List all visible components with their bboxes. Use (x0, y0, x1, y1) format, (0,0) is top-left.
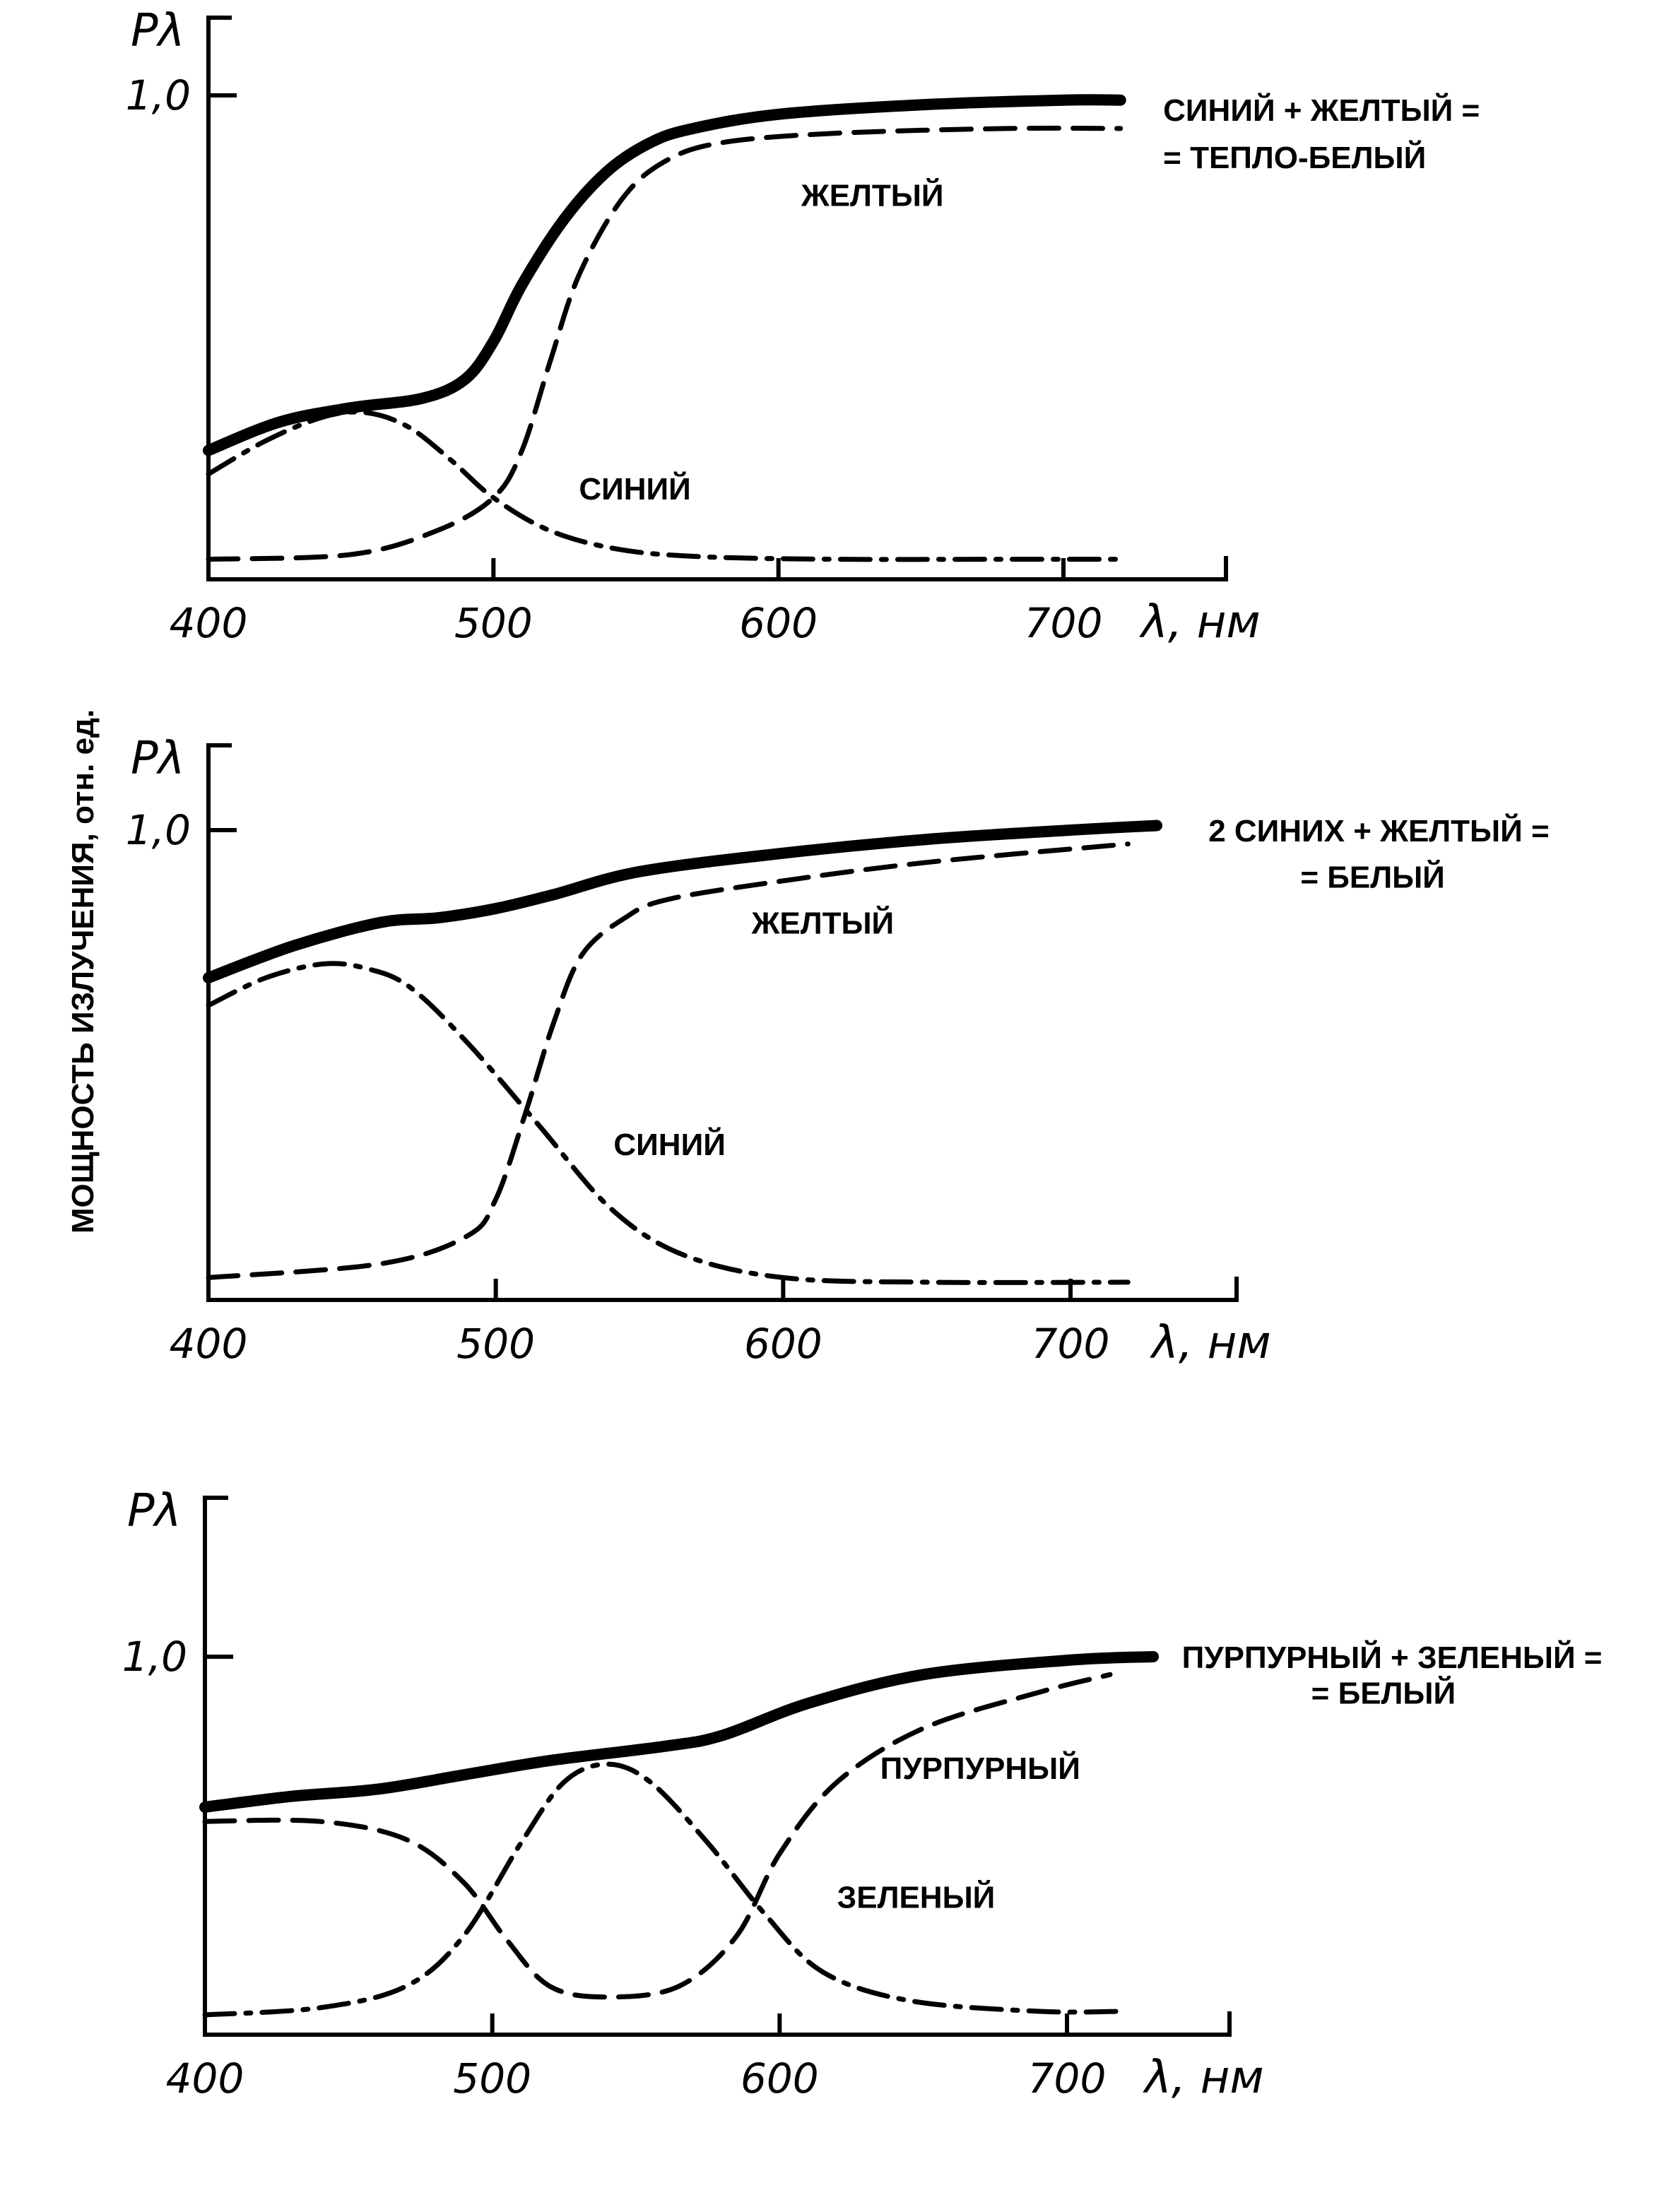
chart-annotation: ПУРПУРНЫЙ (880, 1750, 1080, 1786)
total-spectrum-line (203, 820, 1162, 983)
x-tick-label: 700 (1032, 1320, 1110, 1368)
chart-blue-yellow: 1,0 Pλ 400 500 600 700 λ, нм СИНИЙ + ЖЕЛТЫЙ = = … (126, 5, 1480, 649)
x-tick-label: 400 (166, 2054, 244, 2102)
chart-annotation: ЗЕЛЕНЫЙ (837, 1879, 996, 1915)
chart-annotation: СИНИЙ (579, 471, 690, 507)
chart-annotation: 2 СИНИХ + ЖЕЛТЫЙ = (1208, 812, 1549, 848)
x-tick-label: 400 (170, 1320, 248, 1368)
dashed-spectrum-line (202, 1672, 1113, 2000)
chart-magenta-green: 1,0 Pλ 400 500 600 700 λ, нм ПУРПУРНЫЙ + ЗЕЛЕНЫ… (122, 1485, 1603, 2104)
chart-annotation: = БЕЛЫЙ (1311, 1675, 1456, 1711)
x-tick-label: 600 (739, 599, 818, 647)
chart-annotation: ПУРПУРНЫЙ + ЗЕЛЕНЫЙ = (1182, 1639, 1603, 1675)
x-axis-label: λ, нм (1150, 1317, 1271, 1369)
dashed-spectrum-line (206, 125, 1124, 562)
dashed-spectrum-line (206, 841, 1131, 1280)
total-spectrum-line (199, 1651, 1159, 1813)
x-tick-label: 700 (1025, 599, 1103, 647)
chart-two-blue-yellow: 1,0 Pλ 400 500 600 700 λ, нм 2 СИНИХ + ЖЕЛТЫЙ =… (126, 733, 1550, 1369)
chart-annotation: = ТЕПЛО-БЕЛЫЙ (1163, 139, 1426, 175)
x-axis-label: λ, нм (1139, 596, 1261, 649)
x-tick-label: 400 (170, 599, 248, 647)
y-axis-title: МОЩНОСТЬ ИЗЛУЧЕНИЯ, отн. ед. (66, 709, 100, 1234)
x-tick-label: 600 (741, 2054, 819, 2102)
dash-dot-spectrum-line (206, 409, 1124, 562)
y-axis-label: Pλ (131, 5, 184, 57)
chart-annotation: СИНИЙ (613, 1126, 725, 1162)
chart-annotation: СИНИЙ + ЖЕЛТЫЙ = (1163, 92, 1480, 128)
x-axis-label: λ, нм (1143, 2052, 1264, 2104)
x-tick-label: 500 (456, 1320, 535, 1368)
chart-annotation: ЖЕЛТЫЙ (801, 177, 944, 213)
y-tick-label: 1,0 (126, 806, 191, 854)
chart-annotation: = БЕЛЫЙ (1300, 858, 1444, 894)
y-tick-label: 1,0 (122, 1633, 187, 1681)
y-tick-label: 1,0 (126, 71, 191, 119)
y-axis-label: Pλ (127, 1485, 181, 1537)
x-tick-label: 500 (454, 599, 533, 647)
dash-dot-spectrum-line (202, 1761, 1127, 2018)
total-spectrum-line (203, 94, 1126, 456)
x-tick-label: 600 (744, 1320, 822, 1368)
chart-annotation: ЖЕЛТЫЙ (751, 905, 895, 941)
x-tick-label: 700 (1028, 2054, 1107, 2102)
y-axis-label: Pλ (131, 733, 184, 785)
dash-dot-spectrum-line (206, 961, 1131, 1285)
x-tick-label: 500 (453, 2054, 531, 2102)
